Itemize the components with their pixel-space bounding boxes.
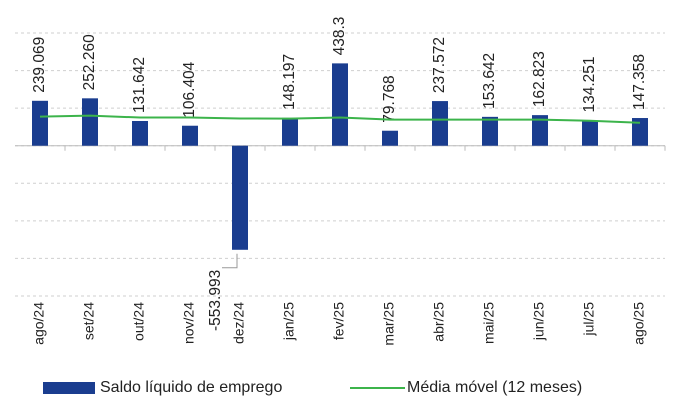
data-label: 147.358 [631, 54, 648, 110]
data-label: 239.069 [31, 37, 48, 93]
bar [282, 117, 298, 146]
legend-label: Saldo líquido de emprego [100, 379, 282, 396]
bar [32, 100, 48, 146]
data-label: 106.404 [181, 61, 198, 117]
data-label: 134.251 [581, 56, 598, 112]
data-label: 252.260 [81, 34, 98, 90]
bar [232, 145, 248, 250]
bar [182, 125, 198, 146]
x-tick-label: dez/24 [231, 302, 247, 344]
data-label: 131.642 [131, 57, 148, 113]
x-tick-label: fev/25 [331, 302, 347, 340]
data-label: -553.993 [207, 270, 224, 331]
data-label: 237.572 [431, 37, 448, 93]
bar [432, 101, 448, 146]
leader-line [222, 253, 238, 269]
bar [332, 63, 348, 146]
legend-swatch [43, 382, 95, 394]
data-label: 148.197 [281, 54, 298, 110]
bar [382, 130, 398, 146]
x-tick-label: jun/25 [531, 302, 547, 341]
x-tick-label: mai/25 [481, 302, 497, 344]
x-tick-label: jul/25 [581, 302, 597, 337]
x-tick-label: out/24 [131, 302, 147, 341]
x-tick-label: ago/25 [631, 302, 647, 345]
x-tick-label: nov/24 [181, 302, 197, 344]
data-label: 438.3 [331, 17, 348, 56]
x-tick-label: mar/25 [381, 302, 397, 346]
x-tick-label: set/24 [81, 302, 97, 340]
line [39, 114, 641, 124]
x-tick-label: ago/24 [31, 302, 47, 345]
legend-label: Média móvel (12 meses) [407, 379, 582, 396]
x-tick-label: abr/25 [431, 302, 447, 342]
bar [82, 98, 98, 146]
bar [532, 115, 548, 146]
bar [632, 118, 648, 146]
bar [582, 120, 598, 146]
data-label: 79.768 [381, 75, 398, 122]
x-tick-label: jan/25 [281, 302, 297, 341]
bar [482, 116, 498, 146]
data-label: 153.642 [481, 53, 498, 109]
bar [132, 120, 148, 146]
data-label: 162.823 [531, 51, 548, 107]
